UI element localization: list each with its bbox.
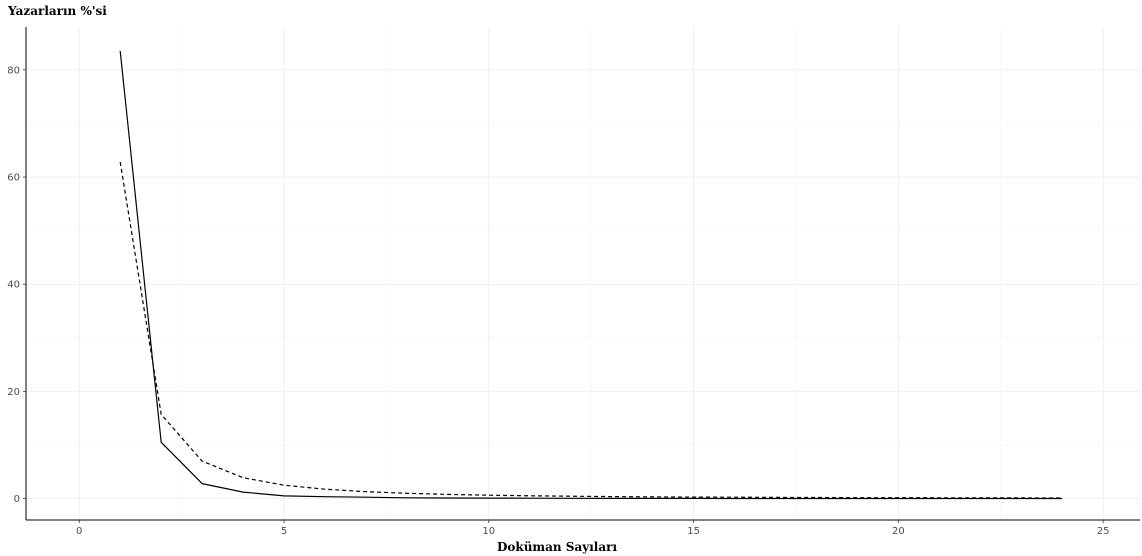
tick-labels: 0 5 10 15 20 25 0 20 40 60 80 [7, 65, 1109, 537]
dashed-series-line [119, 161, 1063, 499]
y-tick-label: 40 [7, 280, 20, 291]
y-tick-label: 20 [7, 387, 20, 398]
y-tick-label: 60 [7, 173, 20, 184]
x-tick-label: 20 [892, 526, 905, 537]
x-tick-label: 10 [482, 526, 495, 537]
solid-series-line [119, 51, 1063, 500]
x-tick-label: 15 [687, 526, 700, 537]
x-tick-label: 5 [281, 526, 287, 537]
y-tick-label: 80 [7, 65, 20, 76]
x-tick-label: 25 [1097, 526, 1110, 537]
axes [25, 27, 1140, 521]
y-axis-title: Yazarların %'si [7, 4, 107, 18]
y-tick-label: 0 [14, 494, 20, 505]
x-axis-title: Doküman Sayıları [497, 540, 617, 554]
grid-lines [26, 27, 1140, 520]
x-tick-label: 0 [76, 526, 82, 537]
series-lines [119, 51, 1063, 500]
